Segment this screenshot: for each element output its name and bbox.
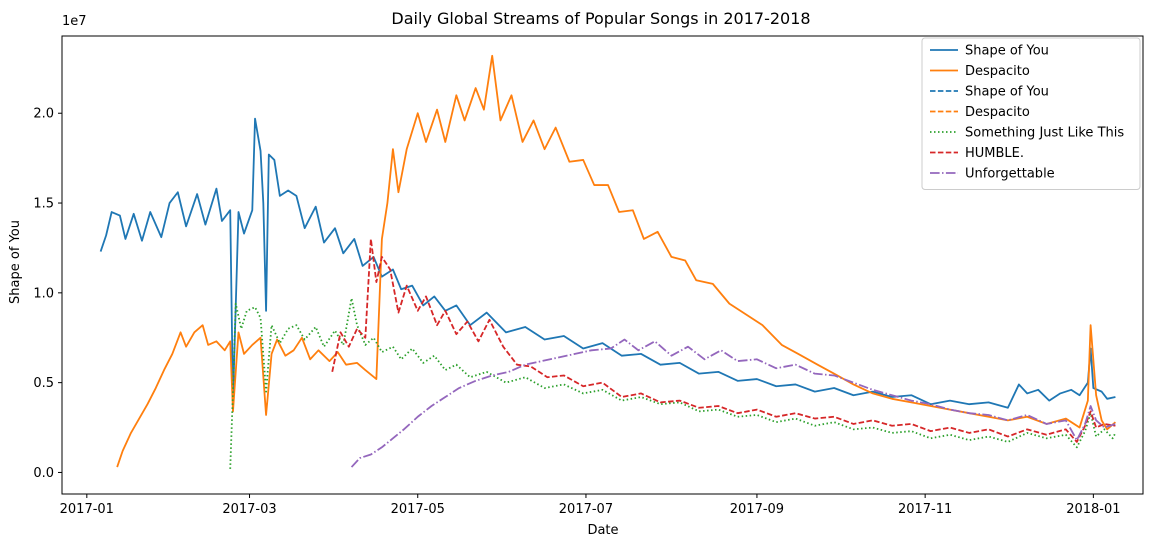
series-lines [99,54,1117,469]
legend: Shape of You Despacito Shape of You Despaci… [921,37,1141,190]
x-tick-label: 2017-01 [60,502,114,517]
legend-label: HUMBLE. [965,146,1024,161]
legend-box [921,37,1141,190]
x-tick-label: 2017-05 [391,502,445,517]
legend-label: Unforgettable [965,167,1055,182]
plot-frame [61,35,1144,495]
y-tick-label: 0.5 [33,376,54,391]
axes: 2017-01 2017-03 2017-05 2017-07 2017-09 2017-… [33,35,1144,517]
legend-label: Shape of You [965,85,1049,100]
x-tick-label: 2017-11 [898,502,952,517]
legend-label: Despacito [965,64,1030,79]
y-offset-label: 1e7 [62,14,87,29]
legend-label: Something Just Like This [965,126,1124,141]
chart-title: Daily Global Streams of Popular Songs in… [391,9,810,28]
y-tick-label: 1.0 [33,286,54,301]
legend-label: Despacito [965,105,1030,120]
series-line-despacito-1 [116,54,1117,468]
x-axis-label: Date [587,523,618,538]
y-axis-label: Shape of You [8,220,23,304]
x-tick-label: 2017-03 [222,502,276,517]
x-tick-label: 2017-09 [730,502,784,517]
y-tick-label: 2.0 [33,107,54,122]
x-tick-label: 2017-07 [559,502,613,517]
series-line-shape-of-you-0 [99,117,1116,409]
series-line-unforgettable-6 [350,338,1116,468]
legend-label: Shape of You [965,44,1049,59]
series-line-humble-5 [331,238,1116,443]
y-tick-label: 0.0 [33,466,54,481]
y-tick-label: 1.5 [33,197,54,212]
x-tick-label: 2018-01 [1066,502,1120,517]
